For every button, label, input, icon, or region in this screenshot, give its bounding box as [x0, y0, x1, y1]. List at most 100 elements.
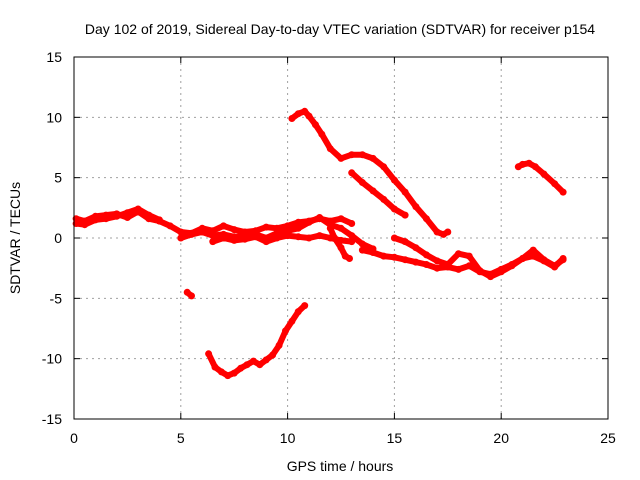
y-axis-label: SDTVAR / TECUs — [7, 182, 23, 294]
data-point — [412, 258, 420, 266]
series-arc-b — [72, 205, 163, 229]
data-point — [497, 268, 505, 276]
data-point — [422, 261, 430, 268]
data-point — [256, 361, 264, 369]
data-point — [559, 256, 567, 264]
data-point — [102, 215, 110, 223]
data-point — [249, 357, 257, 365]
data-point — [326, 145, 334, 153]
data-point — [369, 187, 377, 195]
data-point — [230, 369, 238, 377]
data-point — [209, 238, 217, 246]
data-point — [252, 233, 260, 241]
x-tick-label: 10 — [280, 430, 296, 446]
data-point — [390, 253, 398, 261]
data-point — [188, 230, 195, 238]
data-point — [401, 238, 409, 246]
y-tick-label: -5 — [50, 290, 63, 306]
data-point — [348, 232, 356, 240]
data-point — [91, 216, 99, 224]
x-tick-label: 25 — [600, 430, 616, 446]
data-point — [348, 220, 356, 227]
data-point — [262, 356, 270, 364]
data-point — [301, 107, 309, 115]
data-point — [508, 262, 516, 270]
data-point — [433, 257, 441, 265]
data-point — [412, 244, 420, 252]
series-arc-e — [326, 224, 353, 262]
data-point — [237, 364, 245, 372]
data-point — [198, 228, 206, 236]
data-point — [284, 227, 292, 235]
x-tick-label: 0 — [70, 430, 78, 446]
data-point — [123, 209, 131, 217]
data-point — [465, 262, 473, 270]
data-point — [337, 244, 345, 252]
data-point — [412, 203, 420, 211]
data-point — [433, 228, 441, 236]
data-point — [294, 233, 302, 241]
data-point — [358, 179, 366, 186]
data-point — [220, 222, 227, 230]
data-point — [380, 163, 388, 171]
data-point — [540, 256, 548, 264]
data-point — [540, 170, 548, 178]
x-tick-label: 15 — [387, 430, 403, 446]
series-arc-i — [348, 169, 409, 219]
data-point — [134, 205, 142, 213]
data-point — [326, 224, 334, 232]
data-point — [444, 228, 452, 236]
data-point — [155, 216, 163, 224]
series-arc-d — [209, 232, 356, 246]
data-point — [337, 154, 345, 162]
data-point — [220, 234, 227, 242]
data-point — [390, 176, 398, 184]
data-point — [288, 317, 296, 325]
data-point — [348, 169, 356, 177]
data-point — [305, 112, 313, 120]
data-point — [294, 224, 302, 232]
data-point — [551, 262, 559, 270]
y-tick-label: 10 — [46, 109, 62, 125]
data-point — [337, 215, 345, 223]
data-point — [273, 234, 281, 242]
data-point — [113, 212, 121, 220]
data-point — [275, 341, 283, 349]
data-point — [177, 228, 185, 236]
y-tick-label: 0 — [54, 230, 62, 246]
y-tick-label: 5 — [54, 170, 62, 186]
series-arc-c — [177, 214, 377, 253]
data-point — [390, 205, 398, 213]
data-point — [177, 234, 185, 242]
data-point — [390, 234, 398, 242]
data-point — [455, 265, 462, 273]
data-point — [230, 236, 238, 244]
y-tick-label: 15 — [46, 49, 62, 65]
data-point — [211, 363, 219, 371]
data-point — [358, 246, 366, 254]
data-point — [476, 267, 484, 275]
data-point — [262, 223, 270, 231]
data-point — [487, 273, 494, 281]
data-point — [348, 238, 356, 246]
data-point — [369, 154, 377, 162]
x-tick-label: 5 — [177, 430, 185, 446]
data-point — [465, 252, 473, 260]
series-arc-l — [183, 288, 195, 300]
data-point — [305, 218, 313, 226]
data-point — [369, 249, 377, 256]
plot-frame — [73, 56, 609, 420]
chart-title: Day 102 of 2019, Sidereal Day-to-day VTE… — [85, 21, 595, 37]
data-point — [301, 302, 309, 310]
data-series — [72, 107, 567, 380]
x-tick-label: 20 — [493, 430, 509, 446]
data-point — [444, 261, 452, 268]
series-arc-k — [205, 302, 309, 380]
data-point — [380, 252, 388, 260]
data-point — [422, 251, 430, 259]
data-point — [551, 180, 559, 188]
data-point — [262, 238, 270, 246]
data-point — [348, 151, 356, 159]
data-point — [455, 250, 462, 258]
